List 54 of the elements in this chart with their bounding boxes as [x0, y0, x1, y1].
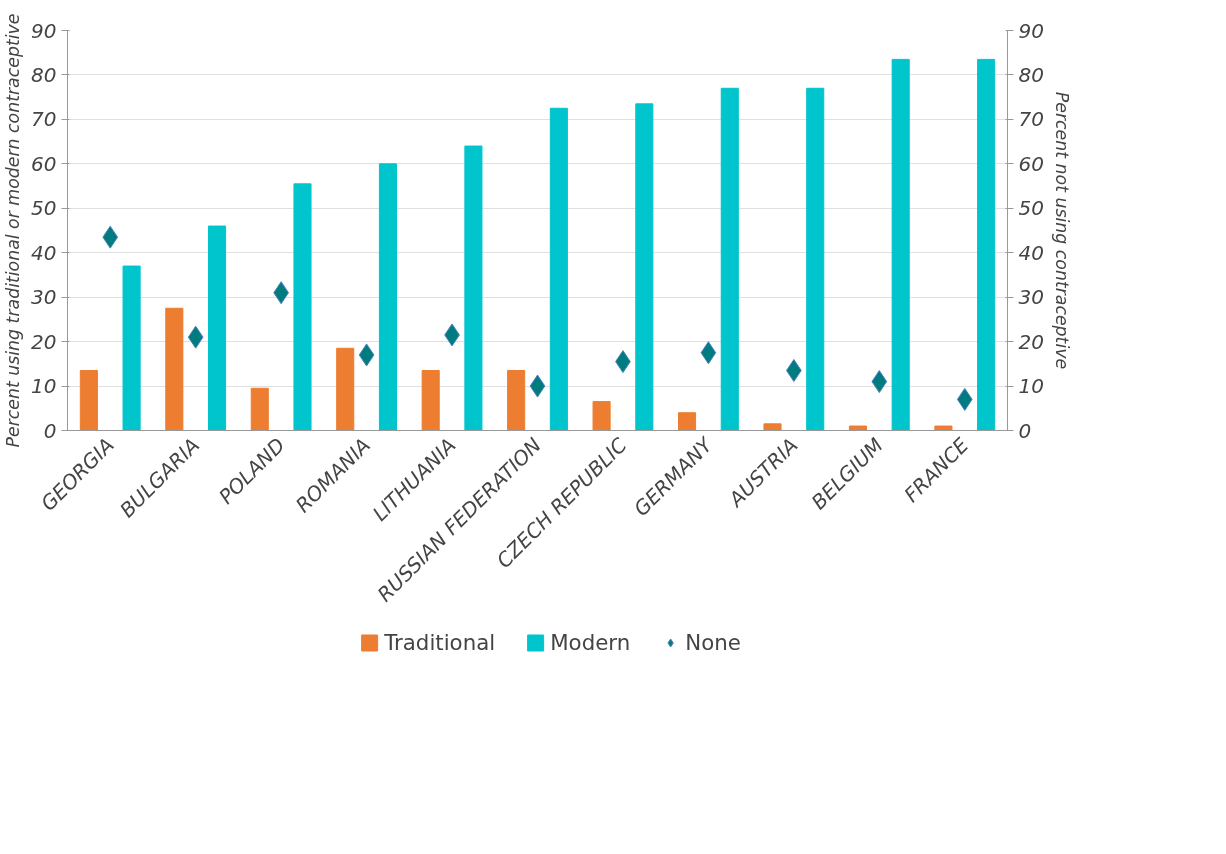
- bar: [293, 183, 312, 431]
- bar: [421, 370, 440, 431]
- y-tick-label: 90: [31, 18, 57, 43]
- bar: [79, 370, 98, 431]
- point: [871, 370, 888, 394]
- bar: [977, 58, 996, 431]
- y2-tick-label: 60: [1018, 151, 1044, 176]
- y-tick-label: 10: [31, 374, 57, 399]
- y2-axis-title: Percent not using contraceptive: [1051, 91, 1072, 370]
- y-tick-label: 70: [31, 107, 57, 132]
- y-axis-title: Percent using traditional or modern contraceptive: [3, 13, 24, 448]
- legend-label: Traditional: [384, 629, 496, 655]
- bar: [891, 58, 910, 431]
- bar: [549, 107, 568, 431]
- point: [187, 325, 204, 349]
- bar: [208, 225, 227, 431]
- bar: [165, 307, 184, 431]
- y2-tick-label: 0: [1018, 418, 1032, 443]
- bar: [678, 412, 697, 431]
- y-tick-label: 40: [31, 240, 57, 265]
- point: [700, 341, 717, 365]
- y-tick-label: 80: [31, 62, 57, 87]
- bar: [250, 387, 269, 431]
- bar: [592, 401, 611, 431]
- y2-tick-label: 90: [1018, 18, 1044, 43]
- bar: [336, 347, 355, 431]
- point: [102, 225, 119, 249]
- y-tick-label: 20: [31, 329, 57, 354]
- legend-label: None: [685, 629, 741, 655]
- bar: [122, 265, 141, 431]
- bar: [464, 145, 483, 431]
- y2-tick-label: 20: [1018, 329, 1044, 354]
- legend-label: Modern: [550, 629, 631, 655]
- y2-tick-label: 40: [1018, 240, 1044, 265]
- y-tick-label: 60: [31, 151, 57, 176]
- y2-tick-label: 80: [1018, 62, 1044, 87]
- point: [956, 387, 973, 411]
- y-tick-label: 50: [31, 196, 57, 221]
- y2-tick-label: 10: [1018, 374, 1044, 399]
- y2-tick-label: 70: [1018, 107, 1044, 132]
- bar: [635, 103, 654, 431]
- bar: [763, 423, 782, 431]
- bar: [934, 425, 953, 431]
- bar: [378, 163, 397, 431]
- bar: [806, 87, 825, 431]
- y2-tick-label: 30: [1018, 285, 1044, 310]
- y-tick-label: 0: [43, 418, 57, 443]
- point: [358, 343, 375, 367]
- y2-tick-label: 50: [1018, 196, 1044, 221]
- bar: [507, 370, 526, 431]
- point: [529, 374, 546, 398]
- bar: [848, 425, 867, 431]
- y-tick-label: 30: [31, 285, 57, 310]
- bar: [720, 87, 739, 431]
